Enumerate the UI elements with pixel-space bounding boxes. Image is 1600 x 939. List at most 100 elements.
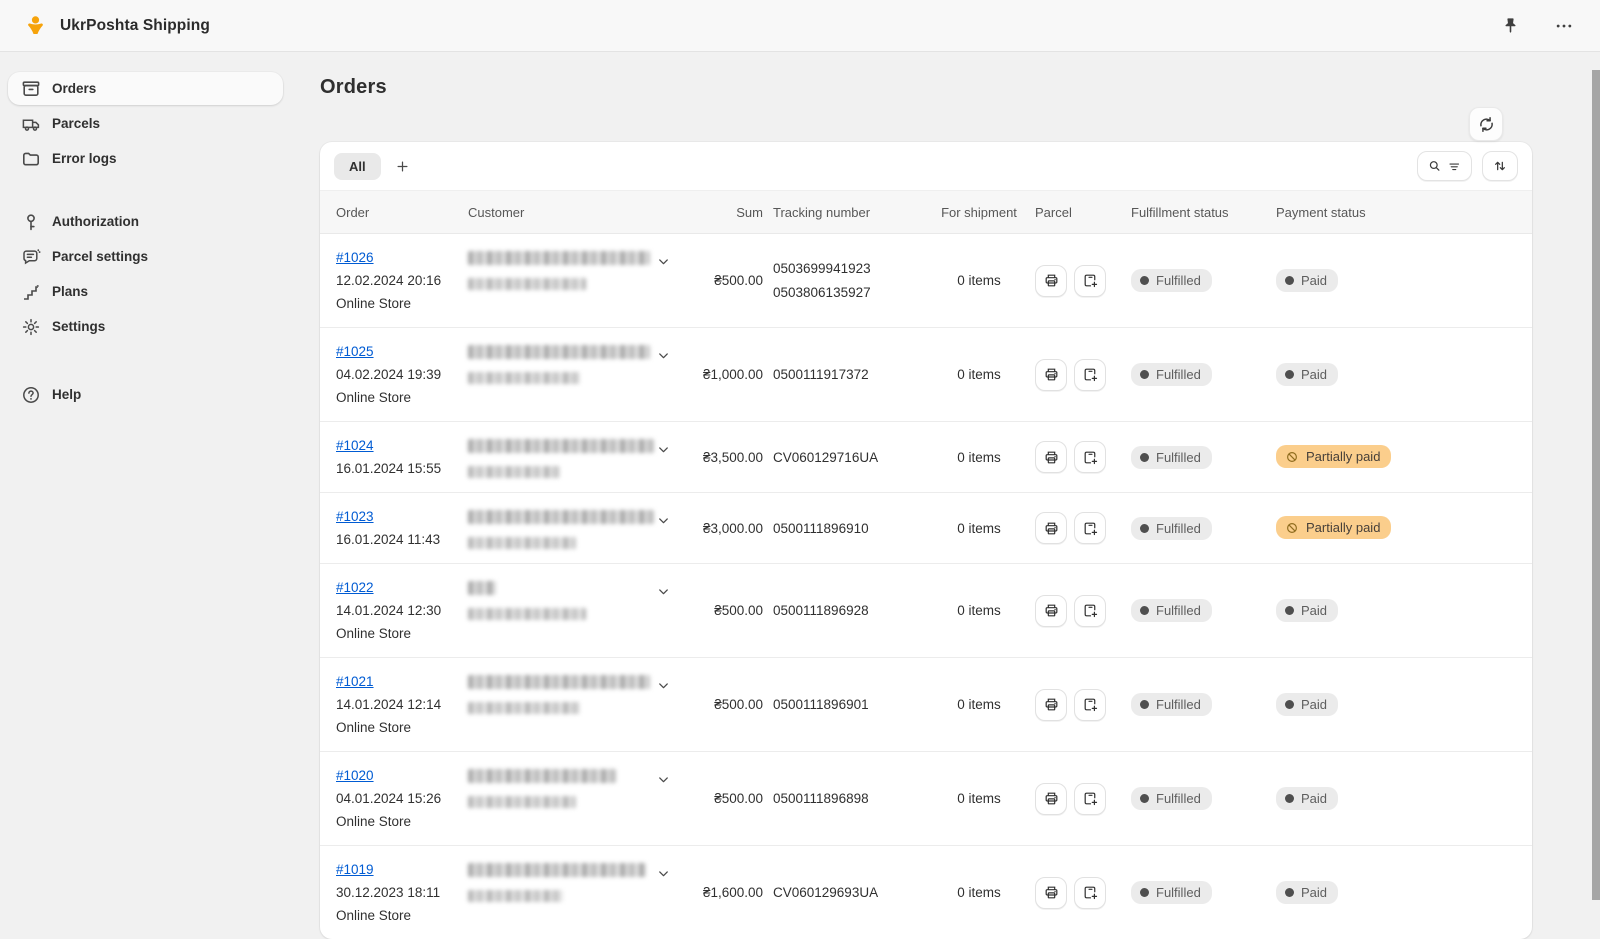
chevron-down-icon[interactable] — [654, 770, 673, 789]
create-parcel-button[interactable] — [1074, 782, 1106, 815]
chevron-down-icon[interactable] — [654, 864, 673, 883]
sidebar-item-help[interactable]: Help — [8, 378, 283, 411]
print-label-button[interactable] — [1035, 688, 1067, 721]
customer-name-redacted — [468, 769, 616, 783]
orders-table-body: #1026 12.02.2024 20:16 Online Store ₴500… — [320, 234, 1532, 939]
status-dot — [1140, 276, 1149, 285]
create-parcel-button[interactable] — [1074, 264, 1106, 297]
document-add-icon — [1084, 451, 1097, 464]
fulfillment-badge: Fulfilled — [1131, 693, 1212, 716]
order-link[interactable]: #1020 — [336, 768, 374, 783]
print-label-button[interactable] — [1035, 594, 1067, 627]
customer-cell — [468, 858, 673, 902]
tracking-cell: 0500111896928 — [773, 603, 923, 618]
table-row: #1023 16.01.2024 11:43 ₴3,000.00 0500111… — [320, 492, 1532, 563]
chevron-down-icon[interactable] — [654, 582, 673, 601]
create-parcel-button[interactable] — [1074, 876, 1106, 909]
customer-address-redacted — [468, 466, 560, 478]
chevron-down-icon[interactable] — [654, 440, 673, 459]
print-label-button[interactable] — [1035, 876, 1067, 909]
sidebar-item-parcels[interactable]: Parcels — [8, 107, 283, 140]
print-label-button[interactable] — [1035, 358, 1067, 391]
order-link[interactable]: #1022 — [336, 580, 374, 595]
create-parcel-button[interactable] — [1074, 358, 1106, 391]
print-label-button[interactable] — [1035, 264, 1067, 297]
sort-button[interactable] — [1482, 151, 1518, 181]
chevron-down-icon[interactable] — [654, 346, 673, 365]
sum-cell: ₴500.00 — [714, 697, 763, 712]
order-link[interactable]: #1021 — [336, 674, 374, 689]
printer-icon — [1045, 522, 1057, 534]
create-parcel-button[interactable] — [1074, 441, 1106, 473]
create-parcel-button[interactable] — [1074, 688, 1106, 721]
tracking-cell: 0500111896898 — [773, 791, 923, 806]
sidebar-item-label: Settings — [52, 319, 106, 334]
add-view-icon[interactable] — [391, 155, 414, 178]
folder-icon — [23, 152, 39, 165]
fulfillment-cell: Fulfilled — [1131, 693, 1266, 716]
document-add-icon — [1084, 698, 1097, 712]
order-source: Online Store — [336, 720, 412, 735]
document-add-icon — [1084, 604, 1097, 618]
pin-icon[interactable] — [1497, 12, 1524, 39]
status-dot — [1140, 700, 1149, 709]
print-label-button[interactable] — [1035, 441, 1067, 473]
customer-name-redacted — [468, 345, 650, 359]
order-link[interactable]: #1026 — [336, 250, 374, 265]
order-link[interactable]: #1025 — [336, 344, 374, 359]
orders-card: All Order Customer Sum Tracking number — [320, 142, 1532, 939]
chevron-down-icon[interactable] — [654, 511, 673, 530]
order-link[interactable]: #1024 — [336, 438, 374, 453]
sidebar-item-settings[interactable]: Settings — [8, 310, 283, 343]
search-filter-button[interactable] — [1417, 151, 1472, 181]
order-source: Online Store — [336, 626, 412, 641]
sidebar-item-authorization[interactable]: Authorization — [8, 205, 283, 238]
more-menu-icon[interactable] — [1550, 12, 1578, 40]
tracking-number: 0503806135927 — [773, 285, 871, 300]
sidebar-item-orders[interactable]: Orders — [8, 72, 283, 105]
scrollbar-track — [1592, 52, 1600, 900]
status-dot — [1140, 452, 1149, 462]
payment-cell: Paid — [1276, 881, 1520, 904]
print-label-button[interactable] — [1035, 782, 1067, 815]
app-title: UkrPoshta Shipping — [60, 16, 210, 34]
sidebar-item-plans[interactable]: Plans — [8, 275, 283, 308]
refresh-button[interactable] — [1469, 107, 1503, 141]
customer-cell — [468, 505, 673, 549]
parcel-cell — [1035, 594, 1121, 627]
gear-icon — [22, 318, 40, 335]
col-order: Order — [336, 204, 370, 220]
printer-icon — [1045, 274, 1057, 287]
order-cell: #1022 14.01.2024 12:30 Online Store — [336, 576, 458, 645]
sum-cell: ₴500.00 — [714, 791, 763, 806]
slash-circle-icon — [1285, 450, 1299, 464]
table-row: #1026 12.02.2024 20:16 Online Store ₴500… — [320, 234, 1532, 327]
col-payment: Payment status — [1276, 204, 1366, 220]
sort-icon — [1495, 161, 1505, 171]
chat-settings-icon — [23, 248, 41, 264]
customer-name-redacted — [468, 675, 650, 689]
tracking-cell: 0500111896901 — [773, 697, 923, 712]
chevron-down-icon[interactable] — [654, 252, 673, 271]
col-for-shipment: For shipment — [941, 204, 1017, 220]
payment-cell: Paid — [1276, 269, 1520, 292]
tab-all[interactable]: All — [334, 152, 381, 180]
sidebar-item-error-logs[interactable]: Error logs — [8, 142, 283, 175]
customer-address-redacted — [468, 537, 576, 549]
order-link[interactable]: #1019 — [336, 862, 374, 877]
status-dot — [1140, 606, 1149, 615]
create-parcel-button[interactable] — [1074, 594, 1106, 627]
status-dot — [1140, 794, 1149, 803]
sidebar-item-parcel-settings[interactable]: Parcel settings — [8, 240, 283, 273]
order-link[interactable]: #1023 — [336, 509, 374, 524]
status-dot — [1285, 276, 1294, 285]
payment-badge: Paid — [1276, 693, 1339, 716]
create-parcel-button[interactable] — [1074, 512, 1106, 544]
print-label-button[interactable] — [1035, 512, 1067, 544]
fulfillment-cell: Fulfilled — [1131, 599, 1266, 622]
document-add-icon — [1084, 522, 1097, 535]
document-add-icon — [1084, 274, 1097, 288]
chevron-down-icon[interactable] — [654, 676, 673, 695]
scrollbar-thumb[interactable] — [1592, 70, 1600, 900]
order-source: Online Store — [336, 296, 412, 311]
